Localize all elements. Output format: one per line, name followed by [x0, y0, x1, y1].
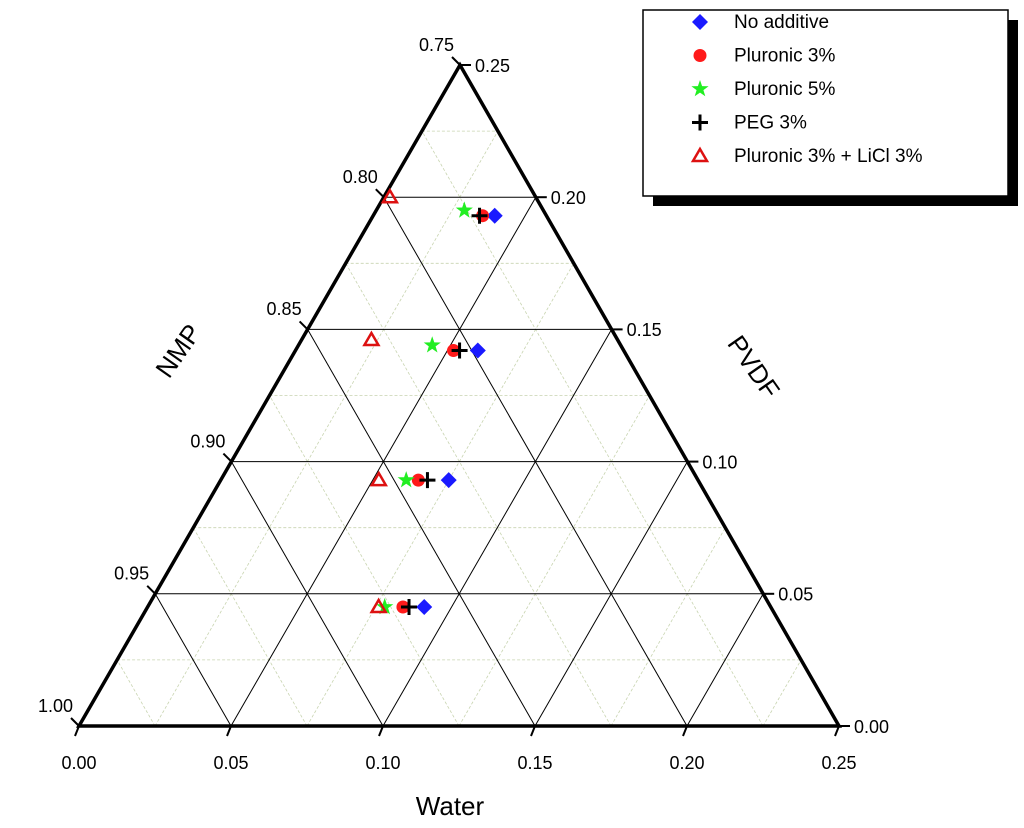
grid-line	[383, 196, 688, 727]
water-tick-label: 0.10	[365, 753, 400, 773]
marker	[471, 207, 488, 224]
tick-mark	[74, 725, 80, 737]
tick-mark	[222, 452, 233, 463]
minor-grid-line	[762, 659, 802, 727]
frame	[75, 61, 843, 728]
legend-label: Pluronic 3%	[734, 46, 835, 67]
minor-grid-line	[458, 395, 650, 727]
legend-marker	[692, 14, 708, 30]
pvdf-tick-label: 0.25	[475, 56, 510, 76]
grid-line	[154, 593, 232, 727]
water-tick-label: 0.25	[821, 753, 856, 773]
tick-mark	[451, 56, 461, 66]
tick-mark	[226, 725, 232, 737]
legend-label: Pluronic 5%	[734, 79, 835, 100]
tick-mark	[375, 188, 385, 198]
minor-grid-line	[345, 263, 612, 727]
pvdf-tick-label: 0.20	[551, 188, 586, 208]
grid-line	[382, 329, 613, 727]
tick-mark	[70, 717, 80, 727]
marks	[362, 187, 503, 616]
legend-label: PEG 3%	[734, 113, 807, 134]
marker	[440, 472, 457, 489]
minor-grid-line	[306, 263, 575, 727]
triangle-frame	[75, 61, 843, 728]
tick-mark	[146, 585, 156, 595]
marker	[380, 187, 400, 204]
tick-mark	[682, 725, 688, 737]
nmp-tick-label: 0.90	[190, 431, 225, 451]
legend-marker	[690, 146, 710, 163]
minor-grid-line	[610, 527, 726, 727]
marker	[423, 336, 441, 353]
nmp-tick-label: 0.95	[114, 564, 149, 584]
legend-label: Pluronic 3% + LiCl 3%	[734, 146, 923, 167]
marker	[469, 342, 486, 359]
minor-grid-line	[192, 527, 308, 727]
legend-marker	[692, 114, 708, 131]
marker	[486, 207, 503, 224]
marker	[455, 201, 473, 218]
nmp-tick-label: 0.85	[267, 299, 302, 319]
legend-marker	[693, 49, 707, 62]
grid-line	[686, 593, 764, 727]
pvdf-tick-label: 0.00	[854, 717, 889, 737]
water-tick-label: 0.20	[669, 753, 704, 773]
marker	[416, 599, 433, 616]
marker	[376, 598, 394, 615]
minor-grid-line	[421, 130, 764, 727]
marker	[397, 471, 415, 488]
minor-grid-line	[116, 659, 156, 727]
nmp-axis-title: NMP	[149, 319, 207, 384]
nmp-tick-label: 0.75	[419, 35, 454, 55]
nmp-tick-label: 0.80	[343, 167, 378, 187]
pvdf-tick-label: 0.10	[702, 452, 737, 472]
nmp-tick-label: 1.00	[38, 696, 73, 716]
marker	[362, 330, 381, 347]
marker	[419, 472, 436, 489]
legend-box	[642, 9, 1009, 197]
tick-mark	[530, 725, 536, 737]
marker	[369, 470, 388, 487]
pvdf-axis-title: PVDF	[722, 330, 786, 404]
marker	[451, 342, 468, 359]
minor-grid-line	[154, 130, 499, 727]
water-tick-label: 0.05	[213, 753, 248, 773]
grid-line	[230, 461, 384, 727]
marker	[411, 473, 425, 487]
legend-marker	[691, 80, 709, 97]
water-tick-label: 0.00	[61, 753, 96, 773]
tick-mark	[378, 725, 384, 737]
grid-line	[307, 329, 536, 727]
water-tick-label: 0.15	[517, 753, 552, 773]
tick-mark	[834, 725, 840, 737]
tick-mark	[298, 320, 309, 331]
minor-grid-line	[269, 395, 460, 727]
pvdf-tick-label: 0.05	[778, 585, 813, 605]
marker	[369, 597, 388, 614]
water-axis-title: Water	[416, 791, 485, 821]
legend-label: No additive	[734, 12, 829, 33]
marker	[401, 599, 418, 616]
pvdf-tick-label: 0.15	[627, 320, 662, 340]
